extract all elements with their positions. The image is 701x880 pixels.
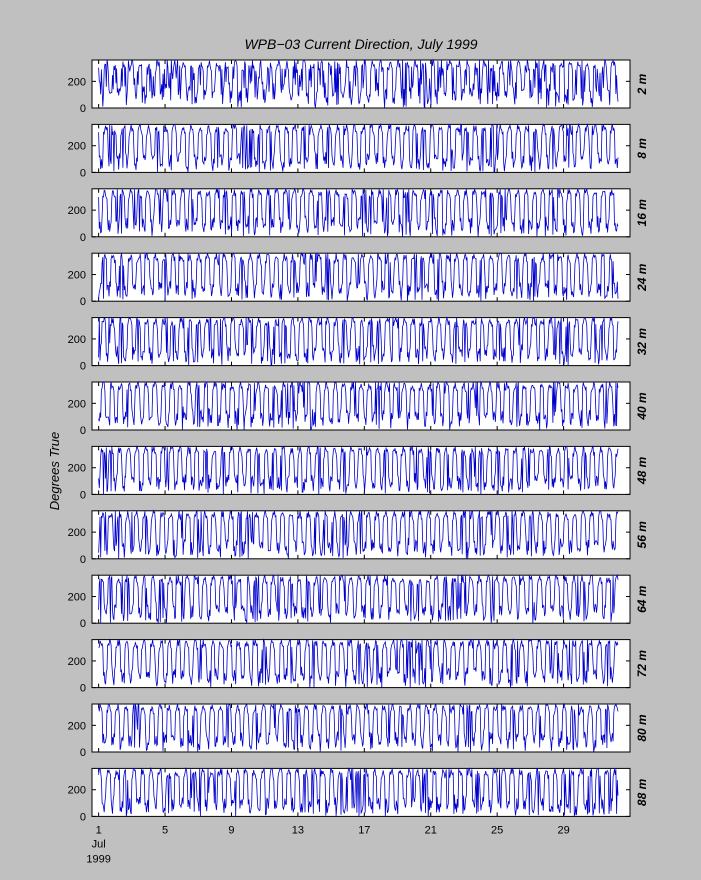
y-tick-label: 200 bbox=[68, 398, 86, 410]
panel-8m: 0 200 8 m bbox=[68, 123, 649, 179]
x-tick-label: 1 bbox=[96, 824, 102, 836]
y-tick-label: 0 bbox=[80, 296, 86, 308]
y-tick-label: 200 bbox=[68, 270, 86, 282]
y-tick-label: 200 bbox=[68, 720, 86, 732]
y-tick-label: 0 bbox=[80, 425, 86, 437]
plot-area bbox=[91, 252, 631, 302]
series-label: 40 m bbox=[635, 392, 649, 421]
series-line bbox=[98, 509, 619, 559]
series-label: 88 m bbox=[635, 778, 649, 806]
series-line bbox=[98, 380, 619, 431]
y-tick-label: 200 bbox=[68, 785, 86, 797]
y-tick-label: 0 bbox=[80, 103, 86, 115]
y-tick-label: 200 bbox=[68, 527, 86, 539]
panel-32m: 0 200 32 m bbox=[68, 316, 649, 373]
panel-64m: 0 200 64 m bbox=[68, 573, 649, 630]
x-tick-label: 13 bbox=[292, 824, 304, 836]
series-line bbox=[98, 702, 619, 753]
series-label: 56 m bbox=[635, 521, 649, 549]
y-tick-label: 0 bbox=[80, 747, 86, 759]
series-label: 72 m bbox=[635, 650, 649, 678]
x-tick-label: 21 bbox=[425, 824, 437, 836]
series-label: 24 m bbox=[635, 263, 649, 292]
series-line bbox=[98, 58, 619, 108]
series-label: 8 m bbox=[635, 138, 649, 159]
series-label: 64 m bbox=[635, 585, 649, 613]
series-label: 16 m bbox=[635, 199, 649, 227]
panel-16m: 0 200 16 m bbox=[68, 187, 649, 244]
chart-title: WPB−03 Current Direction, July 1999 bbox=[244, 36, 477, 52]
series-label: 2 m bbox=[635, 73, 649, 95]
y-tick-label: 200 bbox=[68, 141, 86, 153]
panel-48m: 0 200 48 m bbox=[68, 444, 649, 501]
y-tick-label: 0 bbox=[80, 554, 86, 566]
series-line bbox=[98, 187, 619, 237]
y-tick-label: 0 bbox=[80, 683, 86, 695]
y-tick-label: 0 bbox=[80, 811, 86, 823]
y-axis-label: Degrees True bbox=[47, 432, 62, 511]
series-label: 48 m bbox=[635, 456, 649, 485]
series-line bbox=[98, 251, 619, 302]
panel-80m: 0 200 80 m bbox=[68, 702, 649, 759]
y-tick-label: 200 bbox=[68, 334, 86, 346]
series-line bbox=[98, 123, 619, 173]
series-line bbox=[98, 573, 619, 624]
panel-56m: 0 200 56 m bbox=[68, 509, 649, 566]
y-tick-label: 200 bbox=[68, 205, 86, 217]
x-month-label: Jul bbox=[92, 838, 106, 850]
y-tick-label: 200 bbox=[68, 592, 86, 604]
x-tick-label: 29 bbox=[557, 824, 569, 836]
y-tick-label: 0 bbox=[80, 489, 86, 501]
y-tick-label: 0 bbox=[80, 167, 86, 179]
y-tick-label: 200 bbox=[68, 76, 86, 88]
panels: 0 200 2 m 0 200 8 m 0 200 16 m 0 200 24 m 0 200 32 m 0 2… bbox=[68, 58, 649, 823]
x-tick-label: 5 bbox=[162, 824, 168, 836]
x-axis: 1 5 9 13 17 21 25 29 Jul 1999 bbox=[86, 824, 569, 865]
series-line bbox=[98, 444, 619, 495]
plot-area bbox=[91, 317, 631, 367]
panel-2m: 0 200 2 m bbox=[68, 58, 649, 115]
x-tick-label: 25 bbox=[491, 824, 503, 836]
y-tick-label: 0 bbox=[80, 361, 86, 373]
series-line bbox=[98, 638, 619, 688]
series-label: 80 m bbox=[635, 714, 649, 742]
series-line bbox=[98, 316, 619, 366]
x-year-label: 1999 bbox=[86, 853, 110, 865]
series-line bbox=[98, 766, 619, 817]
y-tick-label: 0 bbox=[80, 618, 86, 630]
x-tick-label: 17 bbox=[358, 824, 370, 836]
y-tick-label: 0 bbox=[80, 232, 86, 244]
series-label: 32 m bbox=[635, 328, 649, 356]
x-tick-label: 9 bbox=[228, 824, 234, 836]
panel-24m: 0 200 24 m bbox=[68, 251, 649, 308]
panel-88m: 0 200 88 m bbox=[68, 766, 649, 823]
panel-40m: 0 200 40 m bbox=[68, 380, 649, 437]
plot-area bbox=[91, 381, 631, 431]
y-tick-label: 200 bbox=[68, 463, 86, 475]
panel-72m: 0 200 72 m bbox=[68, 638, 649, 695]
y-tick-label: 200 bbox=[68, 656, 86, 668]
